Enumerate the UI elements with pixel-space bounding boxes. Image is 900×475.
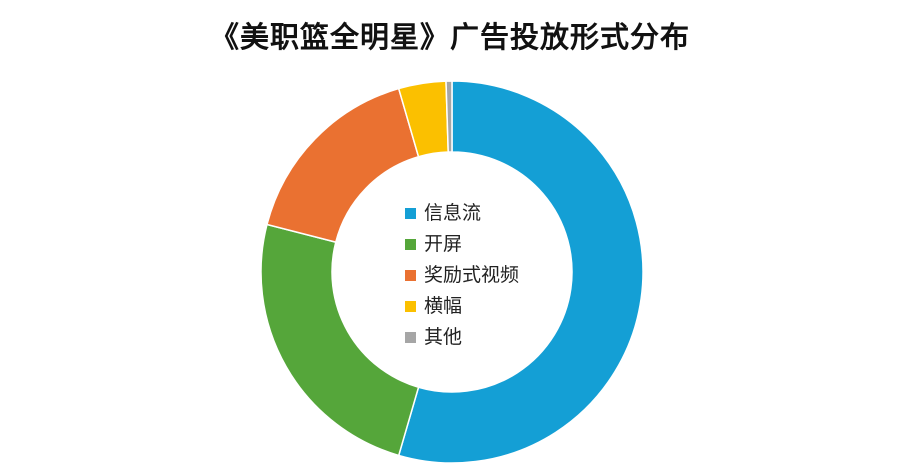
legend-item: 信息流: [405, 198, 519, 229]
legend-item: 横幅: [405, 291, 519, 322]
legend-swatch: [405, 332, 416, 343]
legend-swatch: [405, 270, 416, 281]
legend-swatch: [405, 208, 416, 219]
donut-slice-1: [397, 80, 644, 464]
legend-label: 其他: [424, 326, 463, 348]
legend-label: 开屏: [424, 233, 463, 255]
legend-swatch: [405, 301, 416, 312]
chart-legend: 信息流开屏奖励式视频横幅其他: [405, 198, 519, 353]
legend-item: 开屏: [405, 229, 519, 260]
legend-item: 其他: [405, 322, 519, 353]
legend-label: 奖励式视频: [424, 264, 520, 286]
donut-slice-2: [260, 223, 420, 457]
donut-slice-5: [445, 80, 453, 153]
legend-swatch: [405, 239, 416, 250]
donut-slice-3: [266, 87, 420, 244]
chart-title: 《美职篮全明星》广告投放形式分布: [209, 20, 690, 54]
legend-label: 横幅: [424, 295, 463, 317]
legend-label: 信息流: [424, 202, 482, 224]
legend-item: 奖励式视频: [405, 260, 519, 291]
